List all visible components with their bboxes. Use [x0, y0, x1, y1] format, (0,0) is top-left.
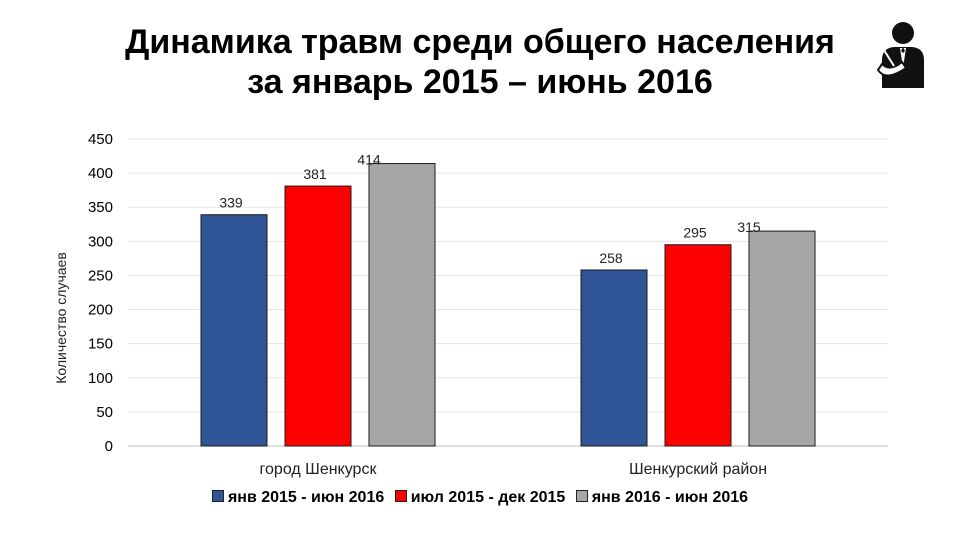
bar-2-2: [664, 244, 732, 447]
data-label: 295: [683, 225, 707, 241]
y-tick-label: 400: [88, 165, 113, 182]
data-label: 258: [599, 250, 623, 266]
category-label: город Шенкурск: [260, 461, 378, 478]
data-label: 381: [303, 166, 327, 182]
legend-label-2: июл 2015 - дек 2015: [410, 489, 566, 506]
legend-swatch-1: [211, 490, 224, 502]
data-labels: 339 381 414 258 295 315: [219, 152, 761, 266]
chart-legend: янв 2015 - июн 2016 июл 2015 - дек 2015 …: [0, 489, 960, 507]
data-label: 414: [357, 152, 381, 168]
y-tick-label: 300: [88, 233, 113, 250]
legend-item-series-2: июл 2015 - дек 2015: [394, 489, 566, 507]
injured-person-icon: [876, 22, 924, 88]
y-tick-label: 250: [88, 267, 113, 284]
bar-2-1: [284, 185, 352, 447]
category-labels: город Шенкурск Шенкурский район: [260, 461, 768, 478]
bar-1-2: [580, 269, 648, 447]
title-line-1: Динамика травм среди общего населения: [125, 23, 835, 61]
legend-swatch-3: [575, 490, 588, 502]
data-label: 315: [737, 219, 761, 235]
legend-label-3: янв 2016 - июн 2016: [591, 489, 749, 506]
y-tick-label: 0: [105, 438, 113, 455]
legend-item-series-3: янв 2016 - июн 2016: [575, 489, 749, 507]
y-tick-label: 150: [88, 336, 113, 353]
y-axis-ticks: 0 50 100 150 200 250 300 350 400 450: [88, 131, 113, 455]
y-tick-label: 100: [88, 370, 113, 387]
bar-3-2: [748, 230, 816, 447]
y-tick-label: 450: [88, 131, 113, 148]
y-axis-label: Количество случаев: [53, 252, 69, 384]
bar-1-1: [200, 214, 268, 447]
data-label: 339: [219, 195, 243, 211]
legend-label-1: янв 2015 - июн 2016: [227, 489, 385, 506]
category-label: Шенкурский район: [629, 461, 767, 478]
legend-swatch-2: [394, 490, 407, 502]
y-tick-label: 350: [88, 199, 113, 216]
chart-title: Динамика травм среди общего населения за…: [60, 22, 900, 102]
y-tick-label: 50: [96, 404, 113, 421]
bar-3-1: [368, 163, 436, 447]
y-tick-label: 200: [88, 302, 113, 319]
legend-item-series-1: янв 2015 - июн 2016: [211, 489, 385, 507]
title-line-2: за январь 2015 – июнь 2016: [247, 63, 713, 101]
chart-bars: [200, 163, 816, 447]
